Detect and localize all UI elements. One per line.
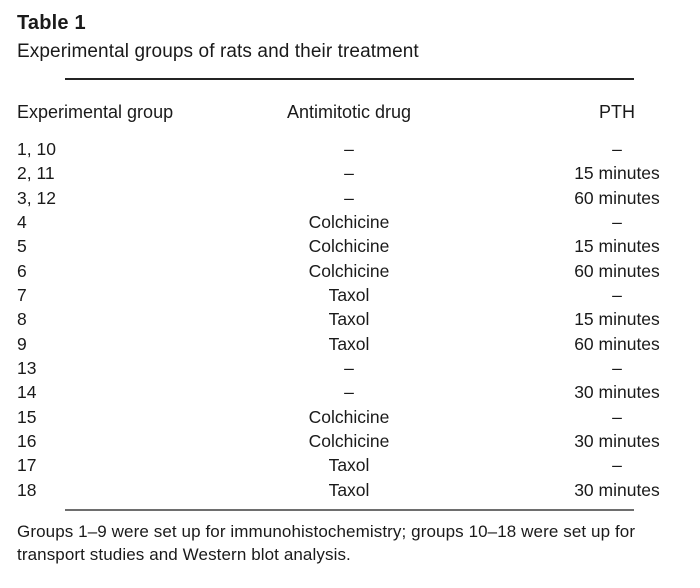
table-row: 2, 11 – 15 minutes bbox=[17, 161, 683, 185]
cell-pth: – bbox=[612, 406, 622, 427]
cell-experimental-group: 2, 11 bbox=[17, 163, 55, 184]
cell-experimental-group: 8 bbox=[17, 309, 27, 330]
cell-antimitotic-drug: Taxol bbox=[328, 479, 370, 500]
table-row: 17 Taxol – bbox=[17, 453, 683, 477]
table-row: 6 Colchicine 60 minutes bbox=[17, 259, 683, 283]
cell-pth: – bbox=[612, 455, 622, 476]
cell-antimitotic-drug: – bbox=[344, 163, 354, 184]
cell-pth: 15 minutes bbox=[574, 163, 660, 184]
cell-pth: 30 minutes bbox=[574, 431, 660, 452]
table-row: 15 Colchicine – bbox=[17, 405, 683, 429]
table-header-row: Experimental group Antimitotic drug PTH bbox=[17, 100, 683, 124]
table-row: 18 Taxol 30 minutes bbox=[17, 478, 683, 502]
table-row: 1, 10 – – bbox=[17, 137, 683, 161]
column-header-antimitotic-drug: Antimitotic drug bbox=[286, 102, 412, 122]
table-row: 13 – – bbox=[17, 356, 683, 380]
table-row: 3, 12 – 60 minutes bbox=[17, 186, 683, 210]
column-header-experimental-group: Experimental group bbox=[17, 102, 174, 122]
cell-pth: 30 minutes bbox=[574, 479, 660, 500]
cell-antimitotic-drug: Taxol bbox=[328, 285, 370, 306]
cell-pth: 15 minutes bbox=[574, 309, 660, 330]
cell-pth: 60 minutes bbox=[574, 187, 660, 208]
cell-experimental-group: 17 bbox=[17, 455, 37, 476]
cell-antimitotic-drug: – bbox=[344, 358, 354, 379]
cell-pth: – bbox=[612, 285, 622, 306]
cell-experimental-group: 6 bbox=[17, 260, 27, 281]
cell-pth: 30 minutes bbox=[574, 382, 660, 403]
cell-pth: – bbox=[612, 212, 622, 233]
table-row: 4 Colchicine – bbox=[17, 210, 683, 234]
cell-antimitotic-drug: Colchicine bbox=[308, 260, 390, 281]
cell-antimitotic-drug: Colchicine bbox=[308, 406, 390, 427]
column-header-pth: PTH bbox=[599, 102, 635, 122]
cell-experimental-group: 15 bbox=[17, 406, 37, 427]
cell-experimental-group: 4 bbox=[17, 212, 27, 233]
cell-pth: 60 minutes bbox=[574, 333, 660, 354]
cell-antimitotic-drug: Colchicine bbox=[308, 236, 390, 257]
bottom-rule bbox=[65, 509, 634, 511]
footnote: Groups 1–9 were set up for immunohistoch… bbox=[17, 521, 635, 566]
cell-pth: – bbox=[612, 139, 622, 159]
cell-antimitotic-drug: Taxol bbox=[328, 333, 370, 354]
cell-experimental-group: 1, 10 bbox=[17, 139, 56, 159]
cell-experimental-group: 16 bbox=[17, 431, 37, 452]
cell-antimitotic-drug: – bbox=[344, 187, 354, 208]
cell-experimental-group: 18 bbox=[17, 479, 37, 500]
table-caption: Experimental groups of rats and their tr… bbox=[17, 41, 419, 62]
cell-experimental-group: 14 bbox=[17, 382, 37, 403]
table-row: 9 Taxol 60 minutes bbox=[17, 332, 683, 356]
cell-antimitotic-drug: – bbox=[344, 382, 354, 403]
table-row: 5 Colchicine 15 minutes bbox=[17, 234, 683, 258]
table-row: 8 Taxol 15 minutes bbox=[17, 307, 683, 331]
cell-pth: 15 minutes bbox=[574, 236, 660, 257]
cell-experimental-group: 3, 12 bbox=[17, 187, 56, 208]
top-rule bbox=[65, 78, 634, 80]
cell-pth: 60 minutes bbox=[574, 260, 660, 281]
cell-antimitotic-drug: Taxol bbox=[328, 309, 370, 330]
footnote-line: Groups 1–9 were set up for immunohistoch… bbox=[17, 522, 636, 541]
table-row: 7 Taxol – bbox=[17, 283, 683, 307]
cell-experimental-group: 5 bbox=[17, 236, 27, 257]
table-row: 14 – 30 minutes bbox=[17, 380, 683, 404]
cell-experimental-group: 13 bbox=[17, 358, 37, 379]
footnote-line: transport studies and Western blot analy… bbox=[17, 544, 351, 564]
cell-antimitotic-drug: Taxol bbox=[328, 455, 370, 476]
cell-antimitotic-drug: – bbox=[344, 139, 354, 159]
table-row: 16 Colchicine 30 minutes bbox=[17, 429, 683, 453]
table-label: Table 1 bbox=[17, 12, 86, 34]
cell-antimitotic-drug: Colchicine bbox=[308, 212, 390, 233]
cell-antimitotic-drug: Colchicine bbox=[308, 431, 390, 452]
cell-experimental-group: 9 bbox=[17, 333, 27, 354]
table-body: 1, 10– –2, 11–15 minutes 3, 12–60 minutes 4… bbox=[17, 137, 683, 502]
cell-experimental-group: 7 bbox=[17, 285, 27, 306]
cell-pth: – bbox=[612, 358, 622, 379]
